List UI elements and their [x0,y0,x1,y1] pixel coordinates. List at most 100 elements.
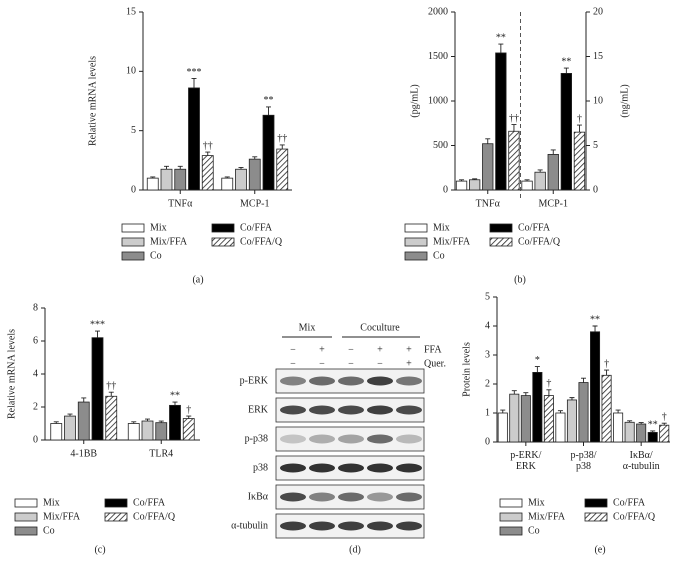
y-tick-label: 5 [131,125,136,136]
error-bar [53,421,59,424]
group-label: Coculture [360,322,400,333]
y-tick-label: 3 [485,349,490,360]
error-bar [581,377,586,383]
significance-label: *** [187,67,202,78]
bar [455,180,468,191]
error-bar [604,369,610,376]
legend-swatch [584,498,608,508]
blot-band [309,492,335,502]
legend-label: Mix/FFA [150,236,188,247]
error-bar [131,421,137,424]
legend-label: Co/FFA/Q [133,511,176,522]
legend-label: Co [528,525,540,536]
legend-swatch [404,251,428,261]
y-tick-label: 0 [485,436,490,447]
x-tick-label: 4-1BB [70,448,97,459]
significance-label: † [604,358,609,369]
blot-band [367,492,393,502]
bar [141,420,154,441]
blot-band [309,434,335,444]
error-bar [67,413,73,417]
significance-label: ** [170,390,180,401]
blot-band [367,405,393,415]
legend-swatch [404,223,428,233]
x-tick-label: MCP-1 [240,198,269,209]
error-bar [523,392,529,396]
blot-band [338,405,364,415]
significance-label: †† [509,113,519,124]
y-tick-label: 0 [443,184,448,195]
significance-label: † [577,113,582,124]
bar [613,412,624,443]
bar [495,52,507,191]
blot-band [338,521,364,531]
bar [566,399,577,443]
error-bar [650,430,656,433]
significance-label: ** [264,95,274,106]
significance-label: ** [496,32,506,43]
error-bar [534,366,540,373]
legend-label: Co/FFA [613,497,646,508]
y2-axis-label: (ng/mL) [619,84,630,117]
error-bar [158,420,164,423]
error-bar [500,409,506,413]
legend-label: Co/FFA/Q [518,236,561,247]
bar [182,418,195,441]
blot-band [396,521,422,531]
y-axis-label: Relative mRNA levels [6,329,17,419]
bar [520,395,531,443]
bar [248,158,261,191]
error-bar [279,144,285,150]
bar [601,374,612,443]
y-tick-label: 0 [33,434,38,445]
treatment-label: FFA [424,344,442,355]
bar [636,423,647,443]
y-tick-label: 500 [433,140,448,151]
panel-label: (b) [514,274,526,285]
legend-swatch [14,512,38,522]
legend-label: Co/FFA/Q [240,236,283,247]
y-axis-label: Protein levels [461,342,472,397]
error-bar [177,165,183,170]
blot-band [396,434,422,444]
legend-label: Co/FFA [133,497,166,508]
blot-band [309,405,335,415]
y2-tick-label: 5 [593,140,598,151]
y2-tick-label: 0 [593,184,598,195]
error-bar [638,422,644,425]
significance-label: ** [561,56,571,67]
y2-tick-label: 20 [593,6,603,17]
significance-label: ** [590,314,600,325]
bar [146,177,159,191]
blot-band [280,434,306,444]
error-bar [186,415,192,419]
bar [534,171,546,191]
blot-frame [275,426,425,452]
error-bar [224,176,230,179]
error-bar [95,330,100,338]
legend-label: Mix [43,497,60,508]
y-tick-label: 6 [33,335,38,346]
treatment-sign: − [377,358,383,369]
y-tick-label: 2 [33,401,38,412]
bar [155,422,168,441]
legend-label: Co/FFA/Q [613,511,656,522]
legend-swatch [14,526,38,536]
blot-band [280,405,306,415]
error-bar [191,78,197,88]
bar [509,393,520,443]
treatment-sign: + [406,358,412,369]
bar [482,143,494,191]
blot-row-label: α-tubulin [231,520,268,531]
y-tick-label: 5 [485,291,490,302]
legend-swatch [14,498,38,508]
treatment-sign: − [348,344,354,355]
bar [469,179,481,191]
bar [573,131,586,191]
legend-label: Mix/FFA [43,511,81,522]
blot-band [280,463,306,473]
legend-label: Co/FFA [518,222,551,233]
panel-label: (a) [192,274,203,285]
blot-band [338,376,364,386]
error-bar [472,178,478,180]
